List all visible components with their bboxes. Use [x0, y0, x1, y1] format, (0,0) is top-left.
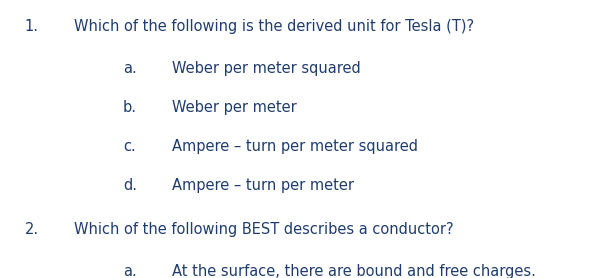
Text: Weber per meter squared: Weber per meter squared [172, 61, 360, 76]
Text: a.: a. [123, 264, 136, 278]
Text: d.: d. [123, 178, 137, 193]
Text: 1.: 1. [25, 19, 39, 34]
Text: At the surface, there are bound and free charges.: At the surface, there are bound and free… [172, 264, 536, 278]
Text: b.: b. [123, 100, 137, 115]
Text: c.: c. [123, 139, 136, 154]
Text: Which of the following is the derived unit for Tesla (T)?: Which of the following is the derived un… [74, 19, 474, 34]
Text: a.: a. [123, 61, 136, 76]
Text: 2.: 2. [25, 222, 39, 237]
Text: Weber per meter: Weber per meter [172, 100, 297, 115]
Text: Ampere – turn per meter: Ampere – turn per meter [172, 178, 354, 193]
Text: Ampere – turn per meter squared: Ampere – turn per meter squared [172, 139, 418, 154]
Text: Which of the following BEST describes a conductor?: Which of the following BEST describes a … [74, 222, 453, 237]
